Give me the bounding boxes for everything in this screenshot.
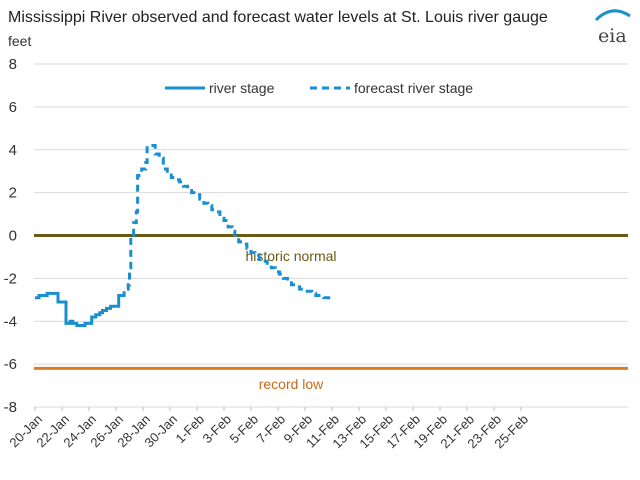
series-line-river-stage <box>35 291 122 327</box>
x-tick-label: 7-Feb <box>253 412 288 447</box>
x-tick-label: 5-Feb <box>226 412 261 447</box>
data-series <box>35 144 334 327</box>
y-tick-label: -4 <box>4 313 17 330</box>
y-tick-label: -2 <box>4 270 17 287</box>
eia-logo-text: eia <box>598 25 627 47</box>
x-axis-ticks: 20-Jan22-Jan24-Jan26-Jan28-Jan30-Jan1-Fe… <box>6 407 531 451</box>
legend-label-river-stage: river stage <box>209 80 275 96</box>
series-line-forecast-river-stage <box>121 144 334 300</box>
reference-label-record-low: record low <box>259 376 324 392</box>
y-tick-label: -6 <box>4 356 17 373</box>
y-tick-label: 2 <box>9 185 17 202</box>
x-tick-label: 1-Feb <box>172 412 207 447</box>
y-tick-label: 6 <box>9 99 17 116</box>
y-axis-ticks: 8 6 4 2 0 -2 -4 -6 -8 <box>4 56 17 416</box>
y-tick-label: 0 <box>9 228 17 245</box>
y-tick-label: 4 <box>9 142 17 159</box>
y-axis-unit-label: feet <box>8 33 31 49</box>
logo-swoosh <box>594 9 631 22</box>
x-tick-label: 3-Feb <box>199 412 234 447</box>
eia-logo: eia <box>594 9 631 47</box>
y-tick-label: -8 <box>4 399 17 416</box>
chart-title: Mississippi River observed and forecast … <box>8 9 548 26</box>
legend-label-forecast-river-stage: forecast river stage <box>354 80 473 96</box>
legend: river stage forecast river stage <box>165 80 473 96</box>
y-tick-label: 8 <box>9 56 17 73</box>
